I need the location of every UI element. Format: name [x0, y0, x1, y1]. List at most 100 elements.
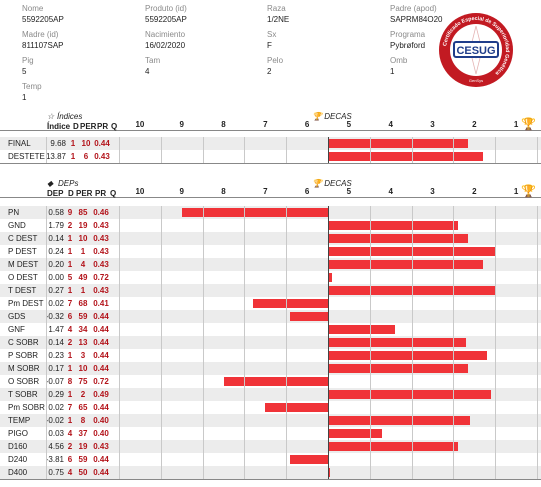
info-field-label: Nome	[22, 4, 44, 13]
info-field-value: 1/2NE	[267, 15, 290, 24]
row-name: GND	[8, 221, 26, 230]
table-row: C SOBR 0.14 2 13 0.44	[0, 336, 541, 349]
row-value: 0.23	[48, 351, 64, 360]
gridline	[453, 137, 455, 163]
deca-label: 5	[346, 187, 352, 196]
row-d: 1	[67, 351, 73, 360]
gridline	[411, 206, 413, 479]
row-pr: 0.44	[93, 403, 109, 412]
info-field: Nome 5592205AP	[22, 4, 64, 25]
row-name: M SOBR	[8, 364, 40, 373]
row-name: D160	[8, 442, 28, 451]
row-value: -0.07	[45, 377, 64, 386]
row-value: 9.68	[50, 139, 66, 148]
info-field: Sx F	[267, 30, 276, 51]
row-d: 6	[67, 455, 73, 464]
deca-label: 6	[304, 187, 310, 196]
info-field-label: Pig	[22, 56, 34, 65]
deca-bar	[328, 468, 330, 477]
row-per: 75	[78, 377, 88, 386]
col-d: D	[68, 189, 74, 198]
table-row: DESTETE 13.87 1 6 0.43	[0, 150, 541, 163]
row-d: 6	[67, 312, 73, 321]
row-pr: 0.44	[93, 338, 109, 347]
deca-bar	[328, 152, 483, 161]
row-pr: 0.43	[93, 260, 109, 269]
row-pr: 0.46	[93, 208, 109, 217]
deca-label: 2	[472, 120, 477, 129]
row-value: 0.17	[48, 364, 64, 373]
gridline	[202, 206, 204, 479]
info-field: Pelo 2	[267, 56, 283, 77]
col-dep: DEP	[47, 189, 64, 198]
row-value: 13.87	[45, 152, 66, 161]
row-per: 19	[78, 221, 88, 230]
deca-label: 7	[263, 187, 268, 196]
info-field-value: 5592205AP	[22, 15, 64, 24]
info-field-value: Pybrøford	[390, 41, 426, 50]
gridline	[119, 137, 120, 163]
table-row: C DEST 0.14 1 10 0.43	[0, 232, 541, 245]
info-field-value: 4	[145, 67, 150, 76]
eye-icon: ◆	[47, 179, 54, 188]
row-d: 1	[67, 390, 73, 399]
row-name: PIGO	[8, 429, 29, 438]
cesug-seal-logo: Certificado Especial de Superioridad Gen…	[439, 13, 513, 87]
info-field-label: Madre (id)	[22, 30, 59, 39]
table-row: Pm SOBR 0.02 7 65 0.44	[0, 401, 541, 414]
deca-bar	[328, 364, 469, 373]
deca-bar	[328, 221, 458, 230]
info-field-value: 1	[390, 67, 395, 76]
table-row: D400 0.75 4 50 0.44	[0, 466, 541, 479]
trophy-icon: 🏆	[312, 179, 322, 188]
row-per: 59	[78, 455, 88, 464]
section-bottom-line	[0, 479, 541, 480]
row-pr: 0.43	[93, 286, 109, 295]
deca-label: 1	[513, 120, 519, 129]
info-field-label: Padre (apod)	[390, 4, 437, 13]
info-field: Omb 1	[390, 56, 407, 77]
deca-label: 3	[430, 187, 435, 196]
col-per: PER	[80, 122, 97, 131]
star-icon: ☆	[47, 112, 55, 121]
info-field: Nacimiento 16/02/2020	[145, 30, 185, 51]
row-per: 1	[80, 286, 86, 295]
info-field: Raza 1/2NE	[267, 4, 289, 25]
indices-title: Índices	[57, 112, 83, 121]
table-row: PN 0.58 9 85 0.46	[0, 206, 541, 219]
row-pr: 0.49	[93, 390, 109, 399]
row-pr: 0.41	[93, 299, 109, 308]
deca-label: 10	[135, 120, 145, 129]
trophy-icon: 🏆	[521, 117, 536, 131]
info-field-value: F	[267, 41, 272, 50]
row-per: 85	[78, 208, 88, 217]
info-field-value: 2	[267, 67, 272, 76]
info-field: Produto (id) 5592205AP	[145, 4, 187, 25]
row-pr: 0.44	[93, 455, 109, 464]
info-field: Padre (apod) SAPRM84O20	[390, 4, 442, 25]
section-bottom-line	[0, 163, 541, 164]
indices-section: ☆ Índices Índice D PER PR Q 🏆 DECAS 10 9 8…	[0, 111, 541, 169]
deca-bar	[328, 338, 466, 347]
row-per: 10	[81, 139, 91, 148]
info-field: Madre (id) 811107SAP	[22, 30, 64, 51]
deca-label: 9	[179, 187, 184, 196]
column-separator	[46, 137, 47, 163]
row-name: DESTETE	[8, 152, 45, 161]
row-pr: 0.72	[93, 377, 109, 386]
animal-info-panel: Nome 5592205AP Produto (id) 5592205AP Raza 1/…	[0, 0, 541, 110]
row-value: 0.29	[48, 390, 64, 399]
row-value: 0.02	[48, 299, 64, 308]
row-name: PN	[8, 208, 20, 217]
row-d: 1	[67, 364, 73, 373]
info-field-label: Produto (id)	[145, 4, 187, 13]
info-field-label: Tam	[145, 56, 161, 65]
row-name: P DEST	[8, 247, 37, 256]
deca-label: 7	[263, 120, 268, 129]
deca-label: 2	[472, 187, 477, 196]
row-per: 10	[78, 234, 88, 243]
row-pr: 0.44	[93, 364, 109, 373]
deca-bar	[328, 234, 469, 243]
row-pr: 0.43	[93, 221, 109, 230]
info-field: Temp 1	[22, 82, 42, 103]
